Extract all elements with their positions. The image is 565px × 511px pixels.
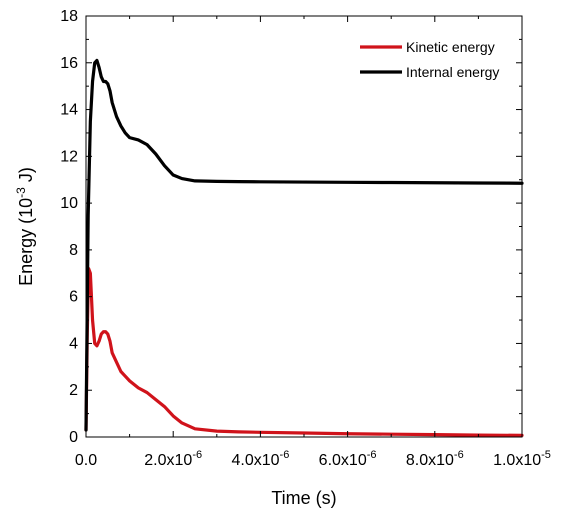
y-tick-label: 2: [69, 382, 78, 399]
x-tick-label: 1.0x10-5: [493, 449, 551, 469]
y-tick-label: 6: [69, 289, 78, 306]
legend: Kinetic energy Internal energy: [360, 39, 499, 80]
legend-label-internal-energy: Internal energy: [406, 64, 499, 80]
x-tick-exponent: -6: [454, 449, 464, 461]
x-tick-label: 6.0x10-6: [319, 449, 377, 469]
y-tick-label: 12: [60, 148, 78, 165]
y-tick-label: 8: [69, 242, 78, 259]
y-label-exponent: -3: [14, 187, 28, 198]
y-tick-label: 16: [60, 55, 78, 72]
x-tick-mantissa: 1.0x10: [493, 452, 541, 469]
plot-layer: [84, 58, 524, 437]
plot-frame: [85, 15, 523, 438]
y-label-tail: J): [16, 167, 36, 187]
x-tick-exponent: -6: [367, 449, 377, 461]
x-tick-label: 4.0x10-6: [231, 449, 289, 469]
y-tick-label: 0: [69, 429, 78, 446]
x-axis-label: Time (s): [271, 488, 336, 508]
y-axis-label: Energy (10-3 J): [14, 167, 36, 286]
y-tick-label: 18: [60, 8, 78, 25]
x-tick-exponent: -6: [280, 449, 290, 461]
x-tick-label: 0.0: [75, 452, 97, 469]
y-tick-label: 10: [60, 195, 78, 212]
x-tick-exponent: -5: [541, 449, 551, 461]
legend-label-kinetic-energy: Kinetic energy: [406, 39, 495, 55]
x-tick-label: 8.0x10-6: [406, 449, 464, 469]
x-tick-label: 2.0x10-6: [144, 449, 202, 469]
x-tick-exponent: -6: [192, 449, 202, 461]
x-tick-mantissa: 0.0: [75, 452, 97, 469]
y-tick-label: 4: [69, 335, 78, 352]
y-label-main: Energy (10: [16, 198, 36, 286]
x-tick-mantissa: 4.0x10: [231, 452, 279, 469]
series-line-kinetic-energy: [84, 267, 524, 437]
series-line-internal-energy: [84, 58, 524, 432]
x-tick-mantissa: 6.0x10: [319, 452, 367, 469]
x-tick-mantissa: 2.0x10: [144, 452, 192, 469]
y-tick-label: 14: [60, 102, 78, 119]
x-tick-mantissa: 8.0x10: [406, 452, 454, 469]
